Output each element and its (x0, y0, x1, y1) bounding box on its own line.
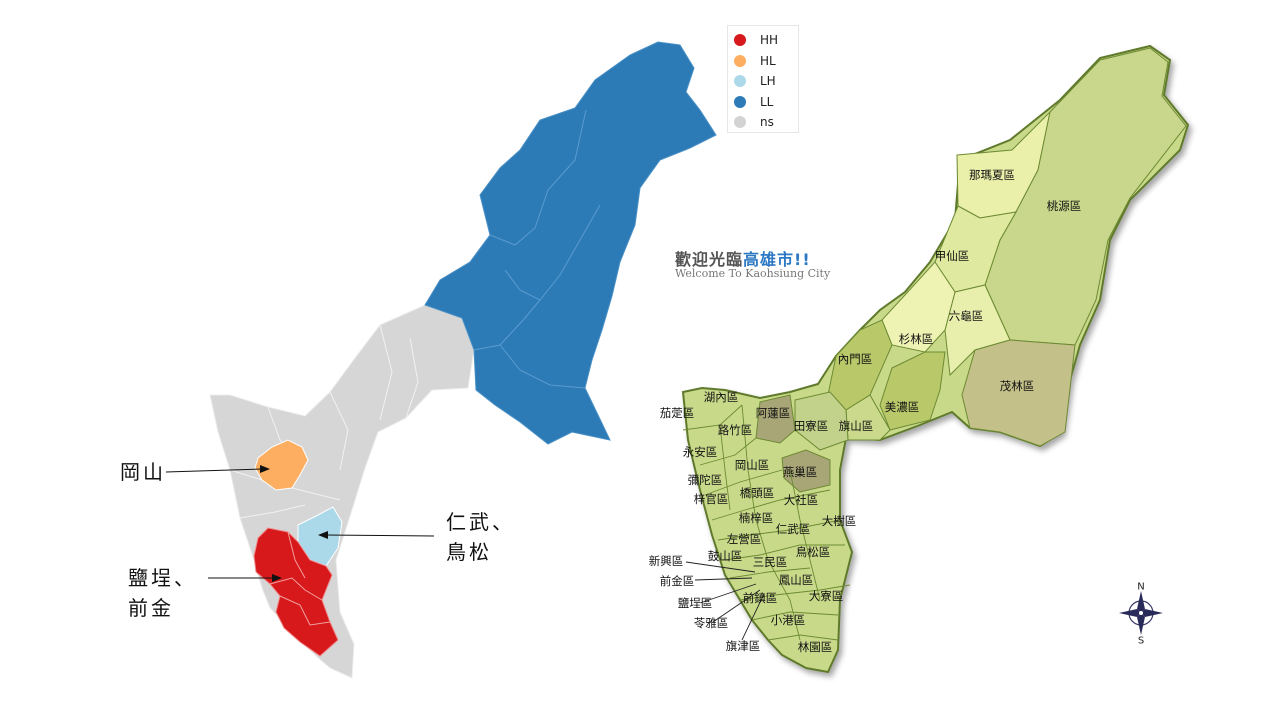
legend-label: HH (760, 33, 779, 48)
district-label: 阿蓮區 (755, 406, 791, 420)
district-label: 燕巢區 (782, 465, 818, 479)
ll-region (424, 41, 717, 445)
district-label: 鳳山區 (778, 573, 814, 587)
district-label: 旗山區 (838, 419, 874, 433)
district-label: 新興區 (648, 554, 684, 568)
welcome-title: 歡迎光臨高雄市!! (675, 246, 811, 270)
callout-renwu-line2: 鳥松 (446, 540, 492, 564)
district-label: 六龜區 (948, 309, 984, 323)
district-label: 前鎮區 (742, 591, 778, 605)
legend-dot-hl (734, 54, 746, 67)
hl-gangshan (254, 439, 309, 491)
hh-boundaries (269, 531, 331, 626)
district-label: 甲仙區 (934, 249, 970, 263)
compass-icon (1119, 591, 1163, 635)
callout-renwu-line1: 仁武、 (446, 510, 515, 534)
ll-boundaries (473, 109, 601, 389)
district-label: 大社區 (783, 493, 819, 507)
district-label: 楠梓區 (738, 511, 774, 525)
legend-label: LL (760, 94, 774, 109)
welcome-title-part2: 高雄市!! (743, 250, 811, 269)
legend-dot-hh (734, 34, 746, 47)
district-label: 永安區 (682, 445, 718, 459)
callout-yancheng-line1: 鹽埕、 (128, 566, 197, 590)
district-label: 那瑪夏區 (969, 168, 1015, 182)
district-label: 左營區 (726, 532, 762, 546)
legend-item-hl: HL (734, 51, 792, 72)
legend-item-lh: LH (734, 71, 792, 92)
district-label: 鼓山區 (707, 549, 743, 563)
welcome-title-part1: 歡迎光臨 (675, 250, 744, 269)
district-label: 彌陀區 (687, 473, 723, 487)
district-label: 小港區 (770, 613, 806, 627)
district-label: 桃源區 (1046, 199, 1082, 213)
legend-dot-lh (734, 75, 746, 88)
district-label: 岡山區 (734, 458, 770, 472)
compass-south-label: S (1137, 635, 1145, 647)
district-label: 路竹區 (717, 423, 753, 437)
district-map (681, 44, 1190, 674)
district-label: 湖內區 (703, 390, 739, 404)
legend-label: LH (760, 74, 776, 89)
district-label: 仁武區 (775, 522, 811, 536)
district-label: 大寮區 (808, 589, 844, 603)
legend-label: ns (760, 115, 774, 130)
legend-item-ns: ns (734, 112, 792, 133)
compass-north-label: N (1137, 581, 1145, 593)
district-label: 美濃區 (884, 400, 920, 414)
district-meinong (879, 351, 946, 431)
legend-dot-ll (734, 95, 746, 108)
district-label: 茄萣區 (659, 406, 695, 420)
legend-label: HL (760, 53, 776, 68)
district-alian (755, 394, 796, 444)
district-label: 前金區 (659, 574, 695, 588)
district-label: 杉林區 (898, 332, 934, 346)
district-leaders (685, 561, 765, 641)
district-tianliao (794, 391, 849, 451)
welcome-subtitle: Welcome To Kaohsiung City (675, 267, 831, 280)
district-label: 苓雅區 (693, 616, 729, 630)
district-yanchao (781, 449, 831, 493)
district-label: 鳥松區 (795, 545, 831, 559)
district-label: 田寮區 (793, 419, 829, 433)
district-label: 橋頭區 (739, 486, 775, 500)
district-label: 鹽埕區 (677, 596, 713, 610)
district-label: 旗津區 (725, 639, 761, 653)
district-label: 內門區 (837, 352, 873, 366)
callout-yancheng-line2: 前金 (128, 596, 174, 620)
district-label: 三民區 (752, 555, 788, 569)
callout-gangshan: 岡山 (120, 460, 166, 484)
district-label: 梓官區 (693, 492, 729, 506)
district-label: 大樹區 (821, 514, 857, 528)
map-legend: HH HL LH LL ns (727, 25, 799, 133)
legend-dot-ns (734, 116, 746, 129)
district-label: 林園區 (797, 640, 833, 654)
legend-item-hh: HH (734, 30, 792, 51)
district-label: 茂林區 (999, 379, 1035, 393)
callout-arrows (165, 465, 435, 582)
legend-item-ll: LL (734, 92, 792, 113)
district-maolin (961, 339, 1076, 447)
district-boundaries (682, 404, 851, 641)
ns-region (209, 304, 475, 679)
